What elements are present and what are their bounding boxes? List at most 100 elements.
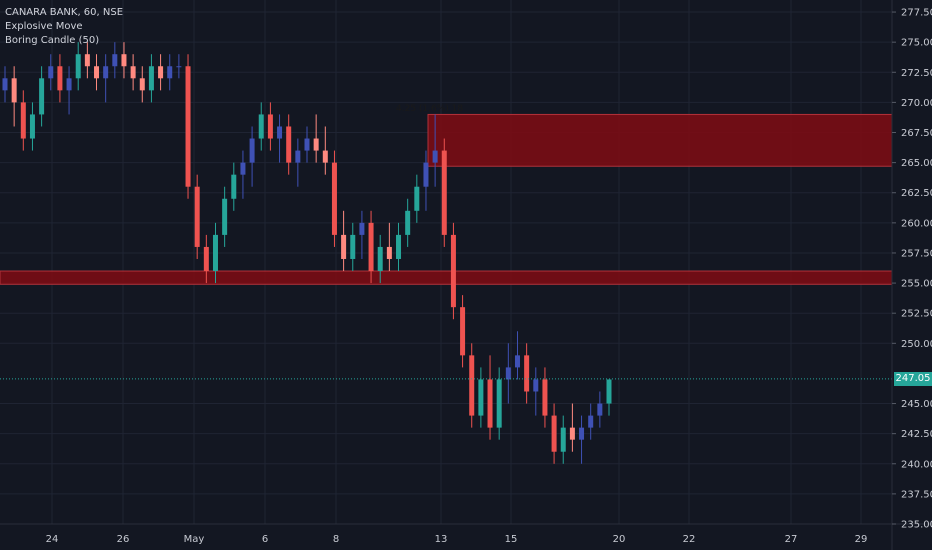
- candle[interactable]: [277, 114, 283, 163]
- indicator-boring-candle[interactable]: Boring Candle (50): [5, 35, 100, 46]
- candle[interactable]: [423, 150, 429, 211]
- candle[interactable]: [377, 234, 383, 284]
- symbol-title[interactable]: CANARA BANK, 60, NSE: [5, 7, 124, 18]
- candle[interactable]: [606, 379, 612, 416]
- candle[interactable]: [569, 403, 575, 452]
- candle[interactable]: [597, 391, 603, 428]
- candle[interactable]: [167, 54, 173, 91]
- y-tick-label: 275.00: [901, 38, 932, 49]
- candle[interactable]: [194, 174, 200, 259]
- candle[interactable]: [267, 102, 273, 151]
- candle[interactable]: [20, 90, 26, 151]
- y-tick-label: 257.50: [901, 248, 932, 259]
- indicator-explosive-move[interactable]: Explosive Move: [5, 21, 83, 32]
- candle[interactable]: [304, 126, 310, 163]
- candle[interactable]: [460, 295, 466, 368]
- candle-body: [84, 54, 90, 67]
- candle[interactable]: [533, 367, 539, 416]
- candle-body: [432, 150, 438, 163]
- candle[interactable]: [341, 210, 347, 272]
- candle[interactable]: [130, 54, 136, 91]
- candle[interactable]: [405, 198, 411, 247]
- candle[interactable]: [203, 234, 209, 284]
- candle-body: [2, 78, 8, 91]
- candle[interactable]: [66, 66, 72, 115]
- candle[interactable]: [240, 150, 246, 199]
- candle-body: [606, 379, 612, 404]
- candle[interactable]: [505, 343, 511, 404]
- candle[interactable]: [231, 162, 237, 211]
- candle[interactable]: [432, 114, 438, 187]
- candle[interactable]: [258, 102, 264, 151]
- candle[interactable]: [542, 367, 548, 428]
- candle[interactable]: [176, 54, 182, 79]
- zone-demand: [0, 270, 893, 285]
- candle[interactable]: [560, 415, 566, 464]
- candle[interactable]: [450, 222, 456, 320]
- candle-body: [569, 427, 575, 440]
- candle[interactable]: [75, 42, 81, 91]
- candle[interactable]: [350, 222, 356, 272]
- candle[interactable]: [11, 66, 17, 127]
- candle[interactable]: [148, 54, 154, 103]
- candle-body: [94, 66, 100, 79]
- candle[interactable]: [84, 42, 90, 79]
- candle[interactable]: [469, 343, 475, 428]
- candle[interactable]: [212, 222, 218, 284]
- candle-body: [194, 186, 200, 247]
- candle[interactable]: [94, 54, 100, 91]
- x-tick-label: 29: [855, 534, 868, 545]
- candle[interactable]: [478, 367, 484, 428]
- candle-body: [112, 54, 118, 67]
- x-tick-label: 13: [435, 534, 448, 545]
- candle[interactable]: [386, 222, 392, 272]
- candle-body: [460, 307, 466, 356]
- candle-body: [396, 234, 402, 259]
- candle[interactable]: [29, 102, 35, 151]
- candle-body: [304, 138, 310, 151]
- candle[interactable]: [524, 343, 530, 404]
- candle[interactable]: [368, 210, 374, 284]
- price-axis[interactable]: 277.50 275.00 272.50 270.00 267.50 265.00 262.…: [892, 8, 932, 531]
- zones: [0, 113, 893, 285]
- candle[interactable]: [139, 66, 145, 103]
- candle[interactable]: [331, 150, 337, 247]
- candle[interactable]: [249, 126, 255, 187]
- candle[interactable]: [112, 42, 118, 79]
- candle[interactable]: [322, 126, 328, 175]
- candle[interactable]: [414, 174, 420, 223]
- candle[interactable]: [48, 54, 54, 91]
- candle-body: [66, 78, 72, 91]
- candles[interactable]: [2, 42, 612, 464]
- candle[interactable]: [551, 403, 557, 464]
- candle[interactable]: [496, 367, 502, 440]
- y-tick-label: 245.00: [901, 399, 932, 410]
- candle[interactable]: [359, 210, 365, 259]
- y-tick-label: 240.00: [901, 459, 932, 470]
- candle[interactable]: [57, 54, 63, 103]
- candle[interactable]: [39, 66, 45, 127]
- candle[interactable]: [185, 54, 191, 199]
- candle[interactable]: [2, 66, 8, 103]
- candle[interactable]: [514, 331, 520, 380]
- time-axis[interactable]: 24 26 May 6 8 13 15 20 22 27 29: [46, 534, 868, 545]
- candle[interactable]: [158, 54, 164, 91]
- candle[interactable]: [313, 114, 319, 163]
- y-tick-label: 242.50: [901, 429, 932, 440]
- candle[interactable]: [441, 138, 447, 247]
- candle-body: [487, 379, 493, 428]
- candle[interactable]: [222, 186, 228, 247]
- candle-body: [322, 150, 328, 163]
- candle-body: [203, 246, 209, 272]
- candle[interactable]: [396, 222, 402, 272]
- candle[interactable]: [588, 403, 594, 440]
- candle[interactable]: [121, 42, 127, 79]
- candle-body: [359, 222, 365, 235]
- candle[interactable]: [487, 355, 493, 440]
- candle[interactable]: [103, 54, 109, 103]
- candle[interactable]: [579, 415, 585, 464]
- candle[interactable]: [295, 138, 301, 187]
- candle[interactable]: [286, 114, 292, 175]
- y-tick-label: 255.00: [901, 279, 932, 290]
